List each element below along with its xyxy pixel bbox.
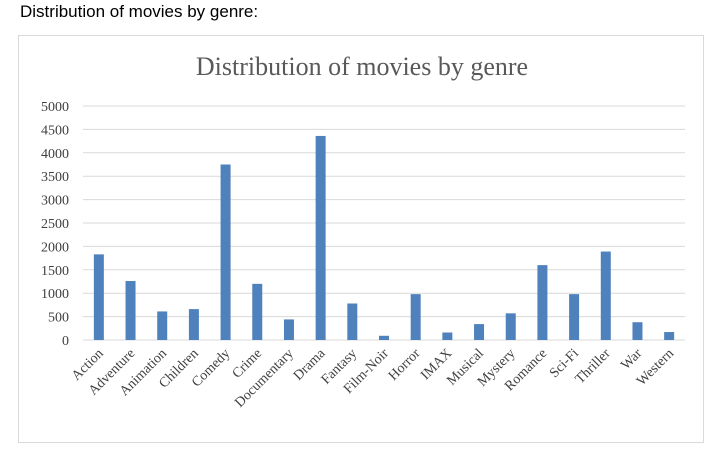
bar-chart: Distribution of movies by genre 0 500 1000… [41, 52, 685, 411]
y-tick-label: 3500 [41, 170, 69, 185]
bars [93, 135, 675, 340]
bar-western [664, 332, 675, 340]
bar-action [93, 254, 104, 340]
bar-comedy [220, 164, 231, 340]
y-tick-label: 1500 [41, 264, 69, 279]
chart-title: Distribution of movies by genre [196, 52, 528, 81]
bar-imax [442, 332, 453, 340]
y-tick-label: 4000 [41, 147, 69, 162]
y-tick-label: 0 [62, 334, 69, 349]
x-tick-label: War [618, 346, 645, 373]
gridlines [83, 105, 685, 341]
chart-frame: Distribution of movies by genre 0 500 1000… [18, 35, 704, 443]
bar-film-noir [379, 335, 389, 340]
x-tick-label: Horror [386, 346, 424, 384]
y-tick-label: 3000 [41, 194, 69, 209]
bar-children [188, 309, 199, 340]
bar-fantasy [347, 303, 358, 340]
bar-war [632, 322, 643, 340]
bar-musical [474, 324, 485, 340]
bar-thriller [600, 251, 611, 340]
bar-mystery [505, 313, 516, 340]
bar-romance [537, 265, 548, 340]
y-tick-label: 5000 [41, 100, 69, 115]
y-tick-label: 2000 [41, 240, 69, 255]
x-axis-ticks: ActionAdventureAnimationChildrenComedyCr… [69, 346, 677, 411]
y-tick-label: 4500 [41, 123, 69, 138]
bar-drama [315, 135, 326, 340]
bar-adventure [125, 281, 136, 340]
y-tick-label: 2500 [41, 217, 69, 232]
x-tick-label: Thriller [573, 346, 614, 387]
bar-horror [410, 294, 421, 340]
bar-crime [252, 283, 263, 340]
page-caption: Distribution of movies by genre: [20, 2, 259, 21]
y-axis-ticks: 0 500 1000 1500 2000 2500 3000 3500 4000 4500 5000 [41, 100, 69, 349]
bar-documentary [283, 319, 294, 340]
y-tick-label: 1000 [41, 287, 69, 302]
y-tick-label: 500 [48, 311, 69, 326]
bar-animation [157, 311, 168, 340]
bar-sci-fi [569, 294, 580, 340]
